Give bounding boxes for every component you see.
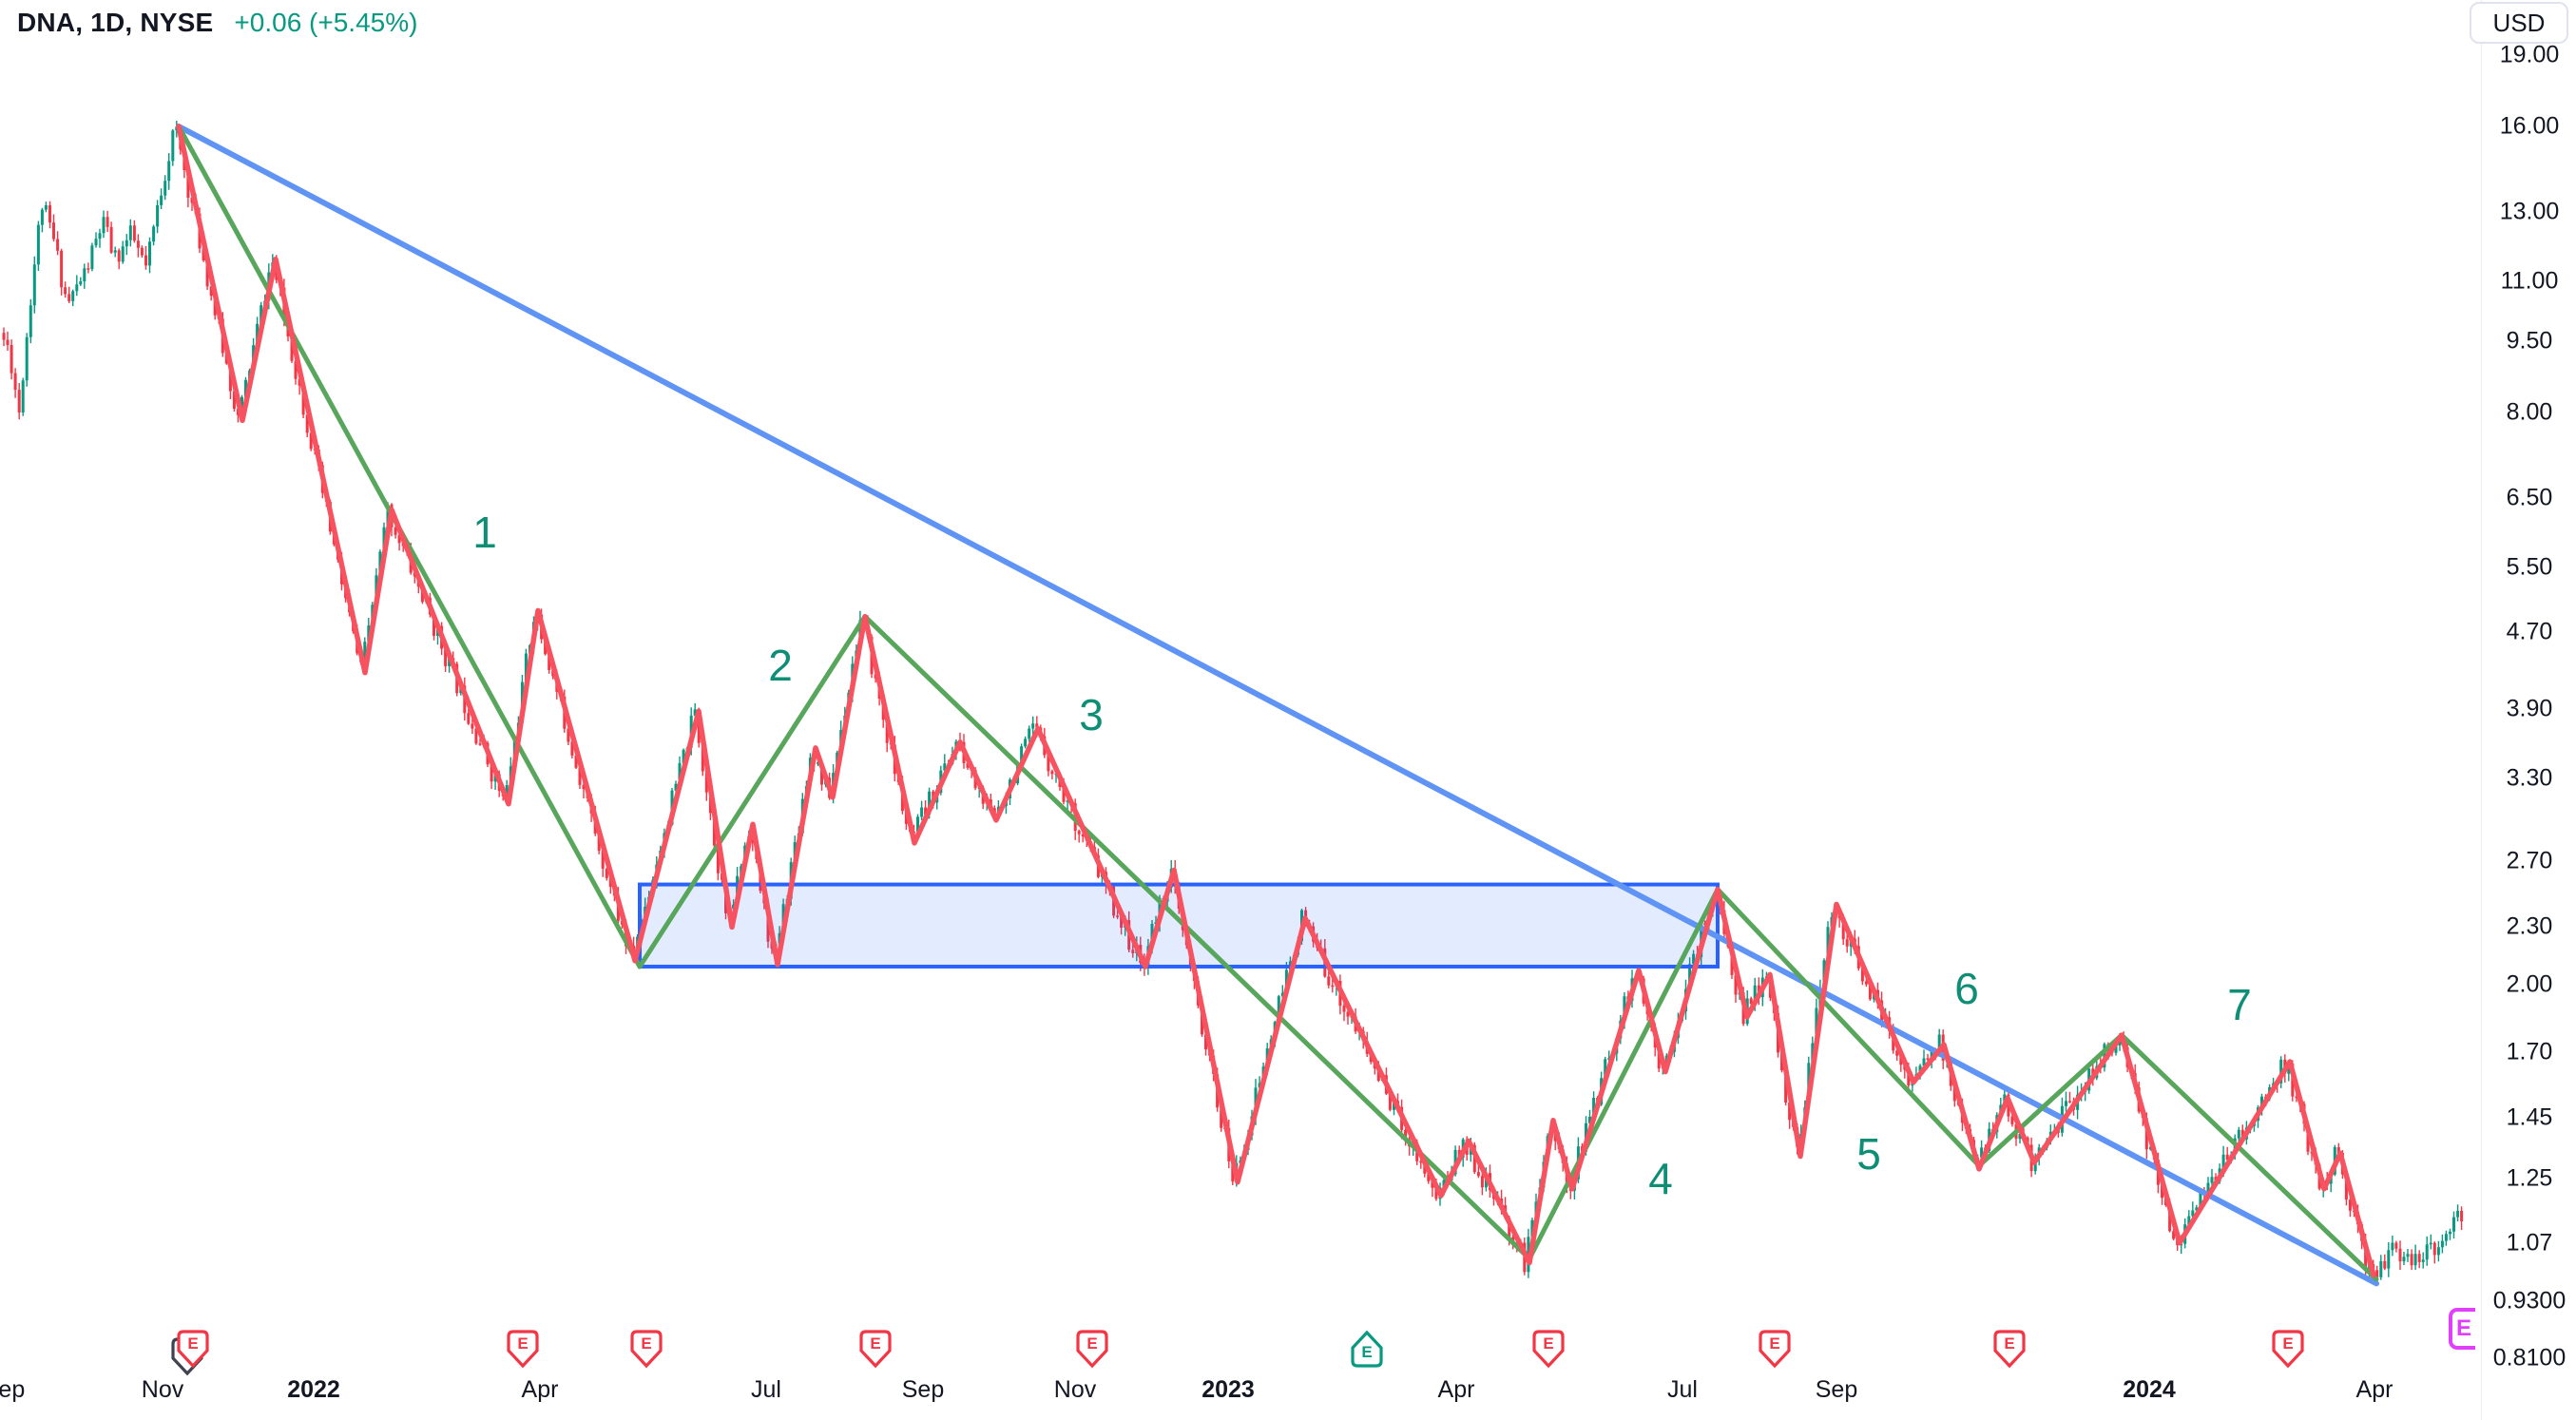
time-tick-label: Apr — [521, 1376, 559, 1403]
wave-number-label: 5 — [1856, 1129, 1881, 1179]
earnings-badge-icon[interactable]: E — [1992, 1329, 2027, 1369]
price-axis[interactable]: 19.00 16.00 13.00 11.00 9.50 8.00 6.50 5.50 4.70… — [2481, 0, 2576, 1420]
earnings-badge-icon[interactable]: E — [1350, 1329, 1384, 1369]
price-tick-label: 0.8100 — [2492, 1344, 2566, 1372]
price-tick-label: 6.50 — [2506, 484, 2553, 511]
time-axis[interactable]: Sep Nov 2022 Apr Jul Sep Nov 2023 Apr Jul Sep 2024 A… — [0, 1308, 2481, 1420]
symbol-title[interactable]: DNA, 1D, NYSE — [17, 8, 214, 37]
svg-text:E: E — [641, 1334, 651, 1353]
svg-text:E: E — [1361, 1343, 1372, 1361]
price-tick-label: 5.50 — [2506, 553, 2553, 581]
chart-legend: DNA, 1D, NYSE +0.06 (+5.45%) — [17, 8, 417, 38]
earnings-badge-icon[interactable]: E — [858, 1329, 893, 1369]
svg-text:E: E — [187, 1334, 198, 1353]
price-tick-label: 1.70 — [2506, 1038, 2553, 1065]
time-tick-label: 2024 — [2123, 1376, 2176, 1403]
currency-toggle-button[interactable]: USD — [2470, 2, 2568, 44]
price-tick-label: 9.50 — [2506, 327, 2553, 355]
earnings-badge-icon[interactable]: E — [629, 1329, 663, 1369]
price-tick-label: 13.00 — [2499, 198, 2560, 225]
candle-wicks-up — [22, 121, 2459, 1280]
time-tick-label: 2023 — [1201, 1376, 1255, 1403]
time-tick-label: Jul — [1667, 1376, 1698, 1403]
earnings-badge-icon[interactable]: E — [1075, 1329, 1109, 1369]
candle-wicks-down — [3, 125, 2463, 1282]
svg-text:E: E — [1086, 1334, 1097, 1353]
time-tick-label: Apr — [2355, 1376, 2393, 1403]
price-tick-label: 1.45 — [2506, 1103, 2553, 1131]
wave-number-label: 2 — [768, 641, 793, 690]
price-change-badge: +0.06 (+5.45%) — [234, 8, 418, 37]
price-tick-label: 1.25 — [2506, 1164, 2553, 1192]
price-tick-label: 8.00 — [2506, 398, 2553, 426]
zigzag-minor-red — [176, 124, 2376, 1278]
price-tick-label: 11.00 — [2500, 267, 2559, 295]
wave-number-label: 3 — [1079, 690, 1104, 739]
time-tick-label: 2022 — [287, 1376, 340, 1403]
price-tick-label: 2.00 — [2506, 970, 2553, 998]
candle-bodies-up — [21, 126, 2460, 1277]
price-tick-label: 2.30 — [2506, 912, 2553, 940]
price-tick-label: 1.07 — [2506, 1229, 2553, 1257]
price-tick-label: 3.30 — [2506, 764, 2553, 792]
price-tick-label: 0.9300 — [2492, 1287, 2566, 1314]
zigzag-major-green — [176, 124, 2379, 1282]
earnings-badge-icon[interactable]: E — [506, 1329, 540, 1369]
time-tick-label: Apr — [1437, 1376, 1475, 1403]
price-tick-label: 2.70 — [2506, 847, 2553, 874]
earnings-badge-upcoming-icon[interactable]: E — [2449, 1308, 2475, 1350]
svg-text:E: E — [2282, 1334, 2293, 1353]
time-tick-label: Sep — [901, 1376, 945, 1403]
price-tick-label: 16.00 — [2499, 112, 2560, 140]
svg-text:E: E — [1769, 1334, 1779, 1353]
wave-number-label: 4 — [1648, 1154, 1673, 1203]
price-tick-label: 4.70 — [2506, 618, 2553, 645]
candle-bodies-down — [2, 126, 2464, 1277]
price-chart-canvas[interactable] — [0, 0, 2481, 1373]
time-tick-label: Nov — [1053, 1376, 1097, 1403]
wave-number-label: 7 — [2227, 980, 2252, 1029]
downtrend-line — [176, 124, 2379, 1287]
svg-text:E: E — [2004, 1334, 2014, 1353]
wave-number-label: 1 — [472, 508, 497, 557]
time-tick-label: Sep — [0, 1376, 26, 1403]
price-tick-label: 3.90 — [2506, 695, 2553, 722]
svg-text:E: E — [517, 1334, 528, 1353]
time-tick-label: Sep — [1815, 1376, 1858, 1403]
earnings-badge-icon[interactable]: E — [2271, 1329, 2305, 1369]
time-tick-label: Nov — [141, 1376, 184, 1403]
earnings-badge-icon[interactable]: E — [176, 1329, 210, 1369]
svg-text:E: E — [870, 1334, 880, 1353]
svg-text:E: E — [1543, 1334, 1553, 1353]
earnings-badge-icon[interactable]: E — [1758, 1329, 1792, 1369]
wave-number-label: 6 — [1954, 964, 1979, 1013]
time-tick-label: Jul — [751, 1376, 781, 1403]
earnings-badge-icon[interactable]: E — [1531, 1329, 1566, 1369]
price-tick-label: 19.00 — [2499, 41, 2560, 68]
